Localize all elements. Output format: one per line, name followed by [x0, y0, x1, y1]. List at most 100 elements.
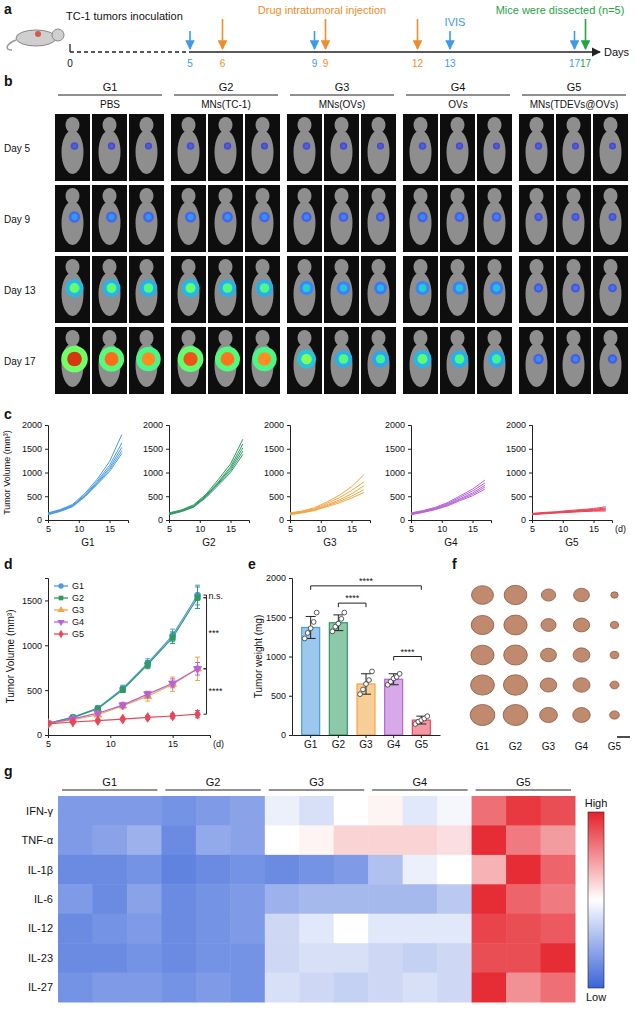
heatmap-cell — [403, 973, 438, 1003]
heatmap-cell — [506, 914, 541, 944]
mouse-head — [372, 259, 386, 275]
heatmap-cell — [403, 855, 438, 885]
signal-core — [418, 354, 428, 364]
marker — [145, 713, 150, 722]
tick-mark — [231, 520, 232, 523]
heatmap-cell — [472, 855, 507, 885]
tick-mark — [45, 735, 48, 736]
marker — [120, 687, 125, 692]
day-label: 17 — [569, 58, 581, 69]
data-point — [358, 692, 363, 697]
tick-label: 0 — [279, 515, 284, 525]
y-axis: 0500100015002000 — [506, 420, 533, 525]
tick-mark — [110, 520, 111, 523]
mouse-body — [136, 201, 158, 245]
panel-letter: b — [4, 73, 13, 89]
mouse-body — [563, 272, 585, 316]
heatmap-cell — [334, 943, 369, 973]
signal-core — [147, 144, 151, 148]
tick: G5 — [415, 735, 429, 750]
x-axis: 51015 — [288, 520, 371, 534]
mouse-body — [294, 130, 316, 174]
photo-label: G5 — [608, 741, 622, 752]
group-label: PBS — [100, 99, 120, 110]
y-axis: 050010001500 — [22, 579, 49, 741]
signal-core — [341, 144, 345, 148]
signal-halo — [534, 283, 543, 292]
mouse-body — [447, 272, 469, 316]
tick: 5 — [167, 520, 172, 534]
series-line — [169, 448, 243, 514]
heatmap-cell — [299, 884, 334, 914]
tick-mark — [289, 578, 292, 579]
heatmap-cell — [161, 796, 196, 826]
axis-title: Tumor Volume (mm³) — [5, 609, 16, 703]
mouse-body — [600, 201, 622, 245]
signal-halo — [490, 281, 503, 294]
tick-label: 2000 — [22, 420, 42, 430]
signal-core — [107, 283, 117, 293]
mouse-body — [368, 130, 390, 174]
heatmap-cell — [265, 943, 300, 973]
tumor-photo — [610, 622, 618, 629]
mouse-head — [256, 117, 270, 133]
heatmap-cell — [368, 855, 403, 885]
legend-entry: G3 — [72, 605, 84, 615]
heatmap-cell — [299, 973, 334, 1003]
signal-core — [223, 283, 233, 293]
legend: G1G2G3G4G5 — [54, 581, 84, 639]
heatmap-cell — [265, 884, 300, 914]
axis-line — [289, 579, 293, 736]
mouse-head — [488, 117, 502, 133]
timeline-axis — [190, 51, 600, 52]
heatmap-cell — [368, 973, 403, 1003]
series-line — [169, 454, 243, 514]
tick-mark — [529, 520, 532, 521]
mouse-body — [62, 130, 84, 174]
tick-mark — [287, 425, 290, 426]
significance-bracket — [338, 603, 366, 607]
tick: 500 — [27, 686, 48, 696]
significance-bracket — [204, 669, 207, 714]
image-frame — [208, 327, 243, 394]
heatmap-cell — [472, 796, 507, 826]
tick-mark — [473, 520, 474, 523]
significance-label: **** — [345, 593, 360, 603]
legend-marker — [57, 620, 64, 626]
signal-core — [457, 214, 462, 219]
plot-area — [302, 610, 431, 735]
tick: G3 — [359, 735, 373, 750]
mouse-body — [62, 272, 84, 316]
tick: 10 — [195, 520, 205, 534]
heatmap-cell — [92, 973, 127, 1003]
heatmap-cell — [472, 884, 507, 914]
image-frame — [287, 256, 322, 323]
tick-mark — [408, 473, 411, 474]
heatmap-cell — [437, 855, 472, 885]
mouse-body — [526, 343, 548, 387]
signal-core — [183, 352, 197, 366]
mouse-head — [604, 330, 618, 346]
heatmap-cell — [230, 973, 265, 1003]
day-label: 0 — [67, 58, 73, 69]
mouse-body — [252, 201, 274, 245]
event-label: Drug intratumoral injection — [258, 4, 386, 16]
signal-core — [109, 144, 113, 148]
marker — [119, 703, 127, 710]
legend-marker — [57, 606, 64, 612]
signal-core — [262, 214, 268, 220]
axis-title: Days — [604, 46, 630, 58]
signal-core — [304, 144, 308, 148]
series-line — [48, 669, 198, 724]
day-label: 9 — [312, 58, 318, 69]
heatmap-cell — [161, 884, 196, 914]
x-axis: 51015 — [167, 520, 250, 534]
mouse-head — [335, 117, 349, 133]
signal-halo — [103, 279, 121, 297]
mouse-head — [451, 259, 465, 275]
tick-label: 5 — [530, 524, 535, 534]
row-label: Day 13 — [4, 285, 36, 296]
image-frame — [361, 256, 396, 323]
signal-halo — [372, 351, 389, 368]
signal-core — [420, 214, 426, 220]
